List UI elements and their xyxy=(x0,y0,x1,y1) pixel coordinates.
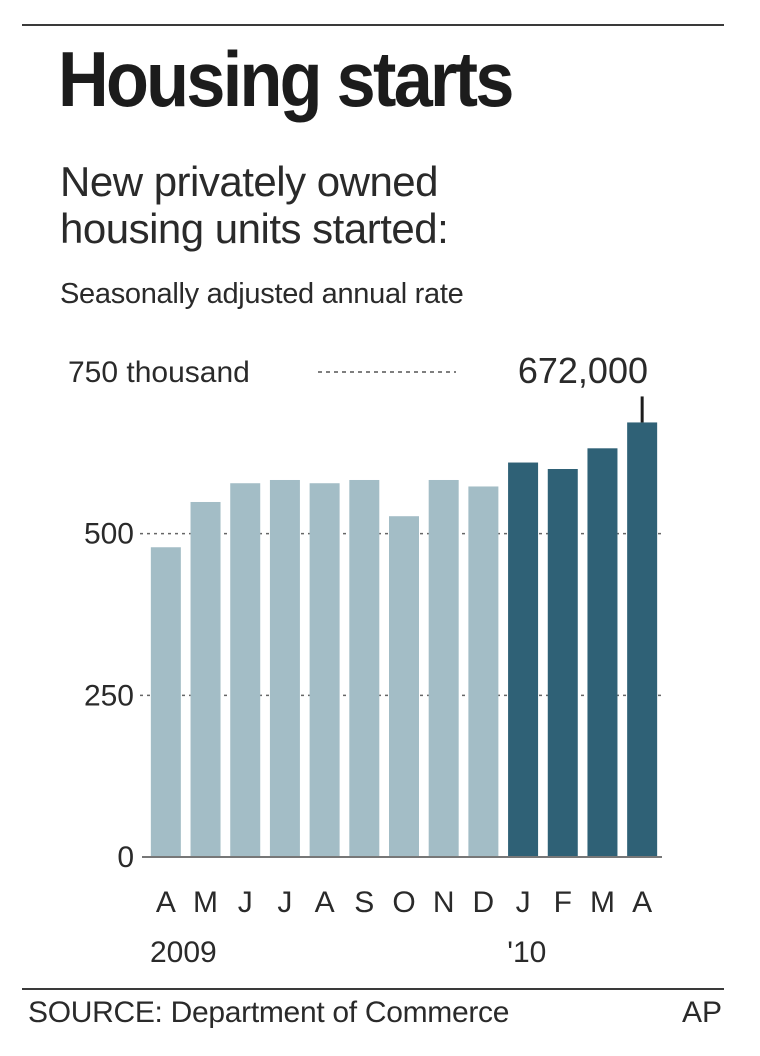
y-tick-label-250: 250 xyxy=(84,679,134,712)
x-tick-label-7: N xyxy=(433,886,455,919)
callout-label: 672,000 xyxy=(518,350,648,391)
x-tick-label-4: A xyxy=(315,886,335,919)
bar-11 xyxy=(587,448,618,857)
bar-12 xyxy=(627,422,658,857)
bar-5 xyxy=(349,479,380,857)
bar-4 xyxy=(309,483,340,857)
x-tick-label-3: J xyxy=(277,886,292,919)
bar-0 xyxy=(150,547,181,857)
subtitle-line-2: housing units started: xyxy=(60,205,449,252)
x-tick-label-5: S xyxy=(354,886,374,919)
bar-10 xyxy=(547,469,578,857)
top-rule xyxy=(22,24,724,26)
x-tick-label-2: J xyxy=(238,886,253,919)
x-tick-label-6: O xyxy=(392,886,415,919)
bottom-rule xyxy=(22,988,724,990)
bar-7 xyxy=(428,479,459,857)
bar-8 xyxy=(468,486,499,857)
bar-6 xyxy=(389,516,419,857)
bar-1 xyxy=(190,501,221,857)
x-tick-label-11: M xyxy=(590,886,615,919)
x-tick-label-9: J xyxy=(516,886,531,919)
chart-subtitle: New privately owned housing units starte… xyxy=(60,158,449,252)
year-label-0: 2009 xyxy=(150,936,217,969)
y-tick-label-500: 500 xyxy=(84,518,134,551)
year-label-1: '10 xyxy=(507,936,546,969)
y-tick-label-750: 750 thousand xyxy=(68,356,250,389)
x-tick-label-10: F xyxy=(554,886,572,919)
x-tick-label-8: D xyxy=(473,886,495,919)
x-tick-label-1: M xyxy=(193,886,218,919)
x-tick-label-12: A xyxy=(632,886,652,919)
source-credit: SOURCE: Department of Commerce xyxy=(28,996,510,1029)
bar-3 xyxy=(269,479,300,857)
chart-title: Housing starts xyxy=(58,35,514,123)
subtitle-line-1: New privately owned xyxy=(60,158,439,205)
y-tick-label-0: 0 xyxy=(117,841,134,874)
chart-note: Seasonally adjusted annual rate xyxy=(60,278,464,310)
bar-2 xyxy=(230,483,261,857)
x-tick-label-0: A xyxy=(156,886,176,919)
agency-credit: AP xyxy=(681,996,722,1029)
bar-9 xyxy=(508,462,539,857)
